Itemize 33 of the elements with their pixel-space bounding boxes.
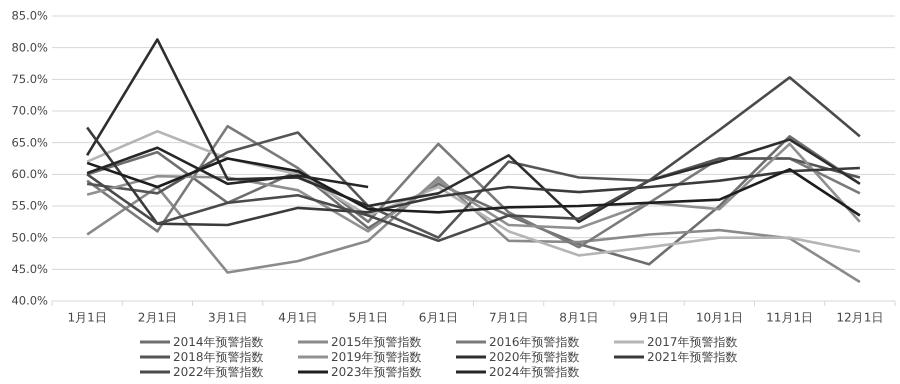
y-tick-label: 50.0% xyxy=(11,230,48,244)
legend-label: 2022年预警指数 xyxy=(173,365,264,380)
legend-label: 2020年预警指数 xyxy=(489,350,580,364)
x-tick-label: 12月1日 xyxy=(836,310,884,325)
x-tick-label: 10月1日 xyxy=(696,310,743,325)
y-tick-label: 70.0% xyxy=(11,104,48,118)
legend-label: 2014年预警指数 xyxy=(173,335,264,350)
y-tick-label: 85.0% xyxy=(11,8,48,23)
x-tick-label: 8月1日 xyxy=(559,310,599,325)
x-tick-label: 7月1日 xyxy=(488,310,528,325)
x-tick-label: 11月1日 xyxy=(766,310,814,325)
x-tick-label: 3月1日 xyxy=(208,310,248,325)
legend-label: 2024年预警指数 xyxy=(489,365,580,380)
legend-label: 2023年预警指数 xyxy=(331,365,422,380)
x-tick-label: 1月1日 xyxy=(67,310,107,325)
x-tick-label: 6月1日 xyxy=(418,310,458,325)
y-tick-label: 75.0% xyxy=(11,72,48,86)
y-tick-label: 65.0% xyxy=(11,135,48,150)
x-tick-label: 2月1日 xyxy=(138,310,178,325)
legend-label: 2021年预警指数 xyxy=(647,350,738,364)
legend-label: 2016年预警指数 xyxy=(489,335,580,350)
x-tick-label: 4月1日 xyxy=(278,310,318,325)
y-tick-label: 80.0% xyxy=(11,40,48,54)
y-tick-label: 40.0% xyxy=(11,294,48,308)
x-tick-label: 9月1日 xyxy=(629,310,669,325)
legend-label: 2015年预警指数 xyxy=(331,335,422,350)
x-tick-label: 5月1日 xyxy=(348,310,388,325)
legend-label: 2017年预警指数 xyxy=(647,335,738,350)
legend-label: 2019年预警指数 xyxy=(331,350,422,364)
y-tick-label: 60.0% xyxy=(11,167,48,182)
y-tick-label: 55.0% xyxy=(11,198,48,213)
y-tick-label: 45.0% xyxy=(11,262,48,276)
legend-label: 2018年预警指数 xyxy=(173,350,264,364)
